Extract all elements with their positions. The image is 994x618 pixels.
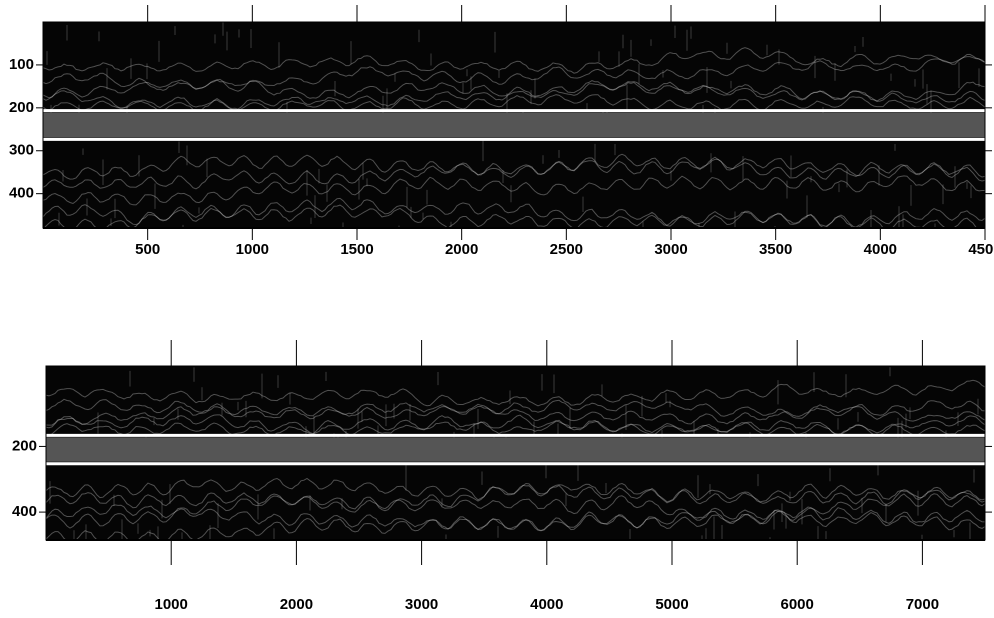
y-tick-label: 400: [12, 503, 37, 520]
y-tick-label: 400: [9, 185, 34, 202]
texture: [43, 79, 985, 102]
texture: [46, 507, 985, 532]
texture: [43, 157, 985, 190]
texture: [46, 495, 985, 531]
center-band: [43, 112, 985, 138]
texture: [46, 414, 985, 436]
x-tick-label: 2000: [280, 596, 313, 613]
texture: [43, 204, 978, 228]
x-tick-label: 2500: [550, 241, 583, 258]
image-area: [43, 22, 985, 228]
texture: [43, 153, 985, 180]
texture: [46, 400, 985, 426]
x-tick-label: 3000: [405, 596, 438, 613]
center-band: [46, 437, 985, 462]
texture: [43, 197, 985, 228]
x-tick-label: 4000: [530, 596, 563, 613]
x-tick-label: 1500: [340, 241, 373, 258]
x-tick-label: 1000: [155, 596, 188, 613]
x-tick-label: 3500: [759, 241, 792, 258]
texture: [46, 482, 985, 512]
y-tick-label: 200: [9, 99, 34, 116]
image-area: [46, 366, 985, 540]
texture: [46, 477, 985, 505]
x-tick-label: 3000: [654, 241, 687, 258]
x-tick-label: 2000: [445, 241, 478, 258]
x-tick-label: 6000: [781, 596, 814, 613]
texture: [43, 53, 985, 91]
texture: [46, 419, 985, 436]
x-tick-label: 5000: [655, 596, 688, 613]
y-tick-label: 100: [9, 56, 34, 73]
texture: [43, 47, 985, 74]
texture: [46, 379, 985, 407]
texture: [46, 493, 985, 540]
x-tick-label: 4500: [968, 241, 994, 258]
x-tick-label: 7000: [906, 596, 939, 613]
x-tick-label: 1000: [236, 241, 269, 258]
texture: [43, 175, 985, 206]
texture: [43, 94, 985, 112]
x-tick-label: 4000: [864, 241, 897, 258]
texture: [46, 398, 985, 422]
y-tick-label: 300: [9, 142, 34, 159]
y-tick-label: 200: [12, 437, 37, 454]
x-tick-label: 500: [135, 241, 160, 258]
